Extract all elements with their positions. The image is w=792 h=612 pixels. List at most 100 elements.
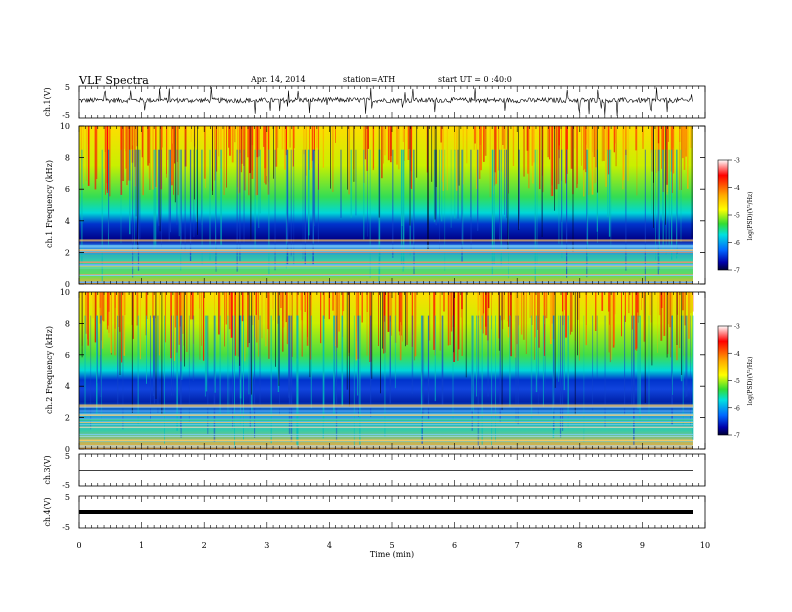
spectrogram-streak [389, 315, 391, 404]
spectrogram-streak [461, 292, 463, 356]
spectrogram-streak [258, 126, 260, 157]
ytick-label: 0 [65, 280, 70, 289]
spectrogram-streak [176, 126, 178, 162]
spectrogram-streak [99, 292, 102, 324]
spectrogram-streak [120, 149, 122, 244]
spectrogram-streak [504, 149, 506, 215]
spectrogram-streak [108, 292, 110, 338]
spectrogram-streak [577, 292, 578, 356]
spectrogram-streak [272, 292, 274, 321]
spectrogram-streak [256, 126, 259, 158]
spectrogram-streak [685, 315, 686, 398]
spectrogram-streak [105, 126, 106, 195]
ch4-waveform-ylabel: ch.4(V) [43, 497, 52, 526]
spectrogram-streak [164, 315, 165, 444]
spectrogram-streak [103, 292, 105, 322]
colorbar-2-ticks: -3 -4 -5 -6 -7 [728, 324, 740, 440]
spectrogram-streak [504, 126, 507, 178]
spectrogram-streak [658, 292, 661, 316]
spectrogram-streak [359, 315, 361, 445]
spectrogram-streak [214, 315, 216, 393]
spectrogram-streak [292, 126, 294, 167]
ch3-waveform-ytick-bottom: -5 [62, 481, 70, 490]
spectrogram-streak [537, 292, 539, 330]
spectrogram-streak [248, 315, 250, 395]
spectrogram-streak [118, 292, 120, 316]
spectrogram-streak [204, 126, 206, 179]
spectrogram-streak [289, 292, 291, 333]
spectrogram-streak [87, 126, 90, 186]
spectrogram-streak [434, 315, 436, 402]
spectrogram-streak [681, 126, 684, 159]
ch2-spectrogram-ylabel: ch.2 Frequency (kHz) [45, 326, 54, 414]
ch1-spectrogram-streaks [80, 126, 693, 284]
spectrogram-streak [347, 126, 348, 190]
ytick-label: 2 [65, 414, 70, 423]
spectrogram-streak [125, 126, 127, 168]
spectrogram-streak [335, 292, 337, 352]
spectrogram-streak [606, 126, 608, 151]
spectrogram-streak [229, 126, 231, 156]
spectrogram-streak [255, 126, 257, 196]
spectrogram-streak [102, 292, 104, 321]
spectrogram-streak [400, 292, 401, 323]
spectrogram-streak [179, 292, 181, 327]
spectrogram-streak [114, 292, 116, 329]
spectrogram-streak [308, 149, 309, 241]
spectrogram-streak [101, 292, 104, 349]
spectrogram-streak [690, 126, 692, 148]
spectrogram-streak [592, 315, 594, 411]
spectrogram-streak [382, 292, 383, 349]
spectrogram-streak [567, 315, 569, 429]
spectrogram-streak [371, 292, 373, 379]
spectrogram-streak [622, 126, 624, 190]
spectrogram-streak [682, 292, 684, 311]
spectrogram-streak [301, 292, 303, 357]
spectrogram-streak [318, 126, 320, 164]
spectrogram-streak [563, 315, 565, 391]
spectrogram-streak [457, 149, 459, 219]
spectrogram-streak [126, 126, 128, 186]
spectrogram-streak [669, 292, 671, 328]
spectrogram-streak [272, 292, 273, 310]
spectrogram-streak [635, 292, 637, 350]
spectrogram-streak [308, 149, 310, 236]
spectrogram-streak [80, 126, 82, 191]
spectrogram-streak [101, 149, 103, 282]
spectrogram-streak [131, 126, 134, 150]
spectrogram-streak [322, 126, 324, 168]
spectrogram-streak [108, 292, 110, 333]
spectrogram-streak [653, 126, 654, 228]
spectrogram-streak [357, 315, 359, 396]
spectrogram-streak [637, 315, 639, 409]
colorbar-tick-label: -5 [734, 378, 740, 385]
spectrogram-streak [266, 126, 267, 177]
figure-title: VLF Spectra [78, 74, 149, 87]
spectrogram-streak [134, 149, 135, 254]
spectrogram-streak [164, 292, 166, 343]
spectrogram-streak [263, 126, 265, 147]
spectrogram-streak [182, 292, 184, 334]
ytick-label: 8 [65, 319, 70, 328]
spectrogram-streak [635, 126, 638, 151]
spectrogram-streak [405, 292, 406, 347]
spectrogram-streak [534, 292, 536, 338]
spectrogram-streak [145, 292, 147, 336]
spectrogram-streak [215, 149, 216, 267]
spectrogram-streak [234, 315, 235, 448]
spectrogram-streak [153, 315, 155, 396]
spectrogram-streak [483, 126, 485, 162]
spectrogram-streak [340, 149, 342, 218]
spectrogram-streak [153, 149, 155, 250]
spectrogram-streak [570, 126, 573, 169]
spectrogram-streak [466, 126, 468, 164]
spectrogram-streak [219, 315, 221, 416]
spectrogram-streak [194, 126, 196, 149]
xtick-label: 10 [700, 541, 710, 550]
spectrogram-streak [336, 292, 338, 348]
spectrogram-streak [180, 149, 182, 271]
spectrogram-streak [283, 292, 285, 328]
spectrogram-streak [384, 315, 386, 437]
spectrogram-streak [372, 126, 374, 171]
spectrogram-streak [588, 126, 590, 195]
